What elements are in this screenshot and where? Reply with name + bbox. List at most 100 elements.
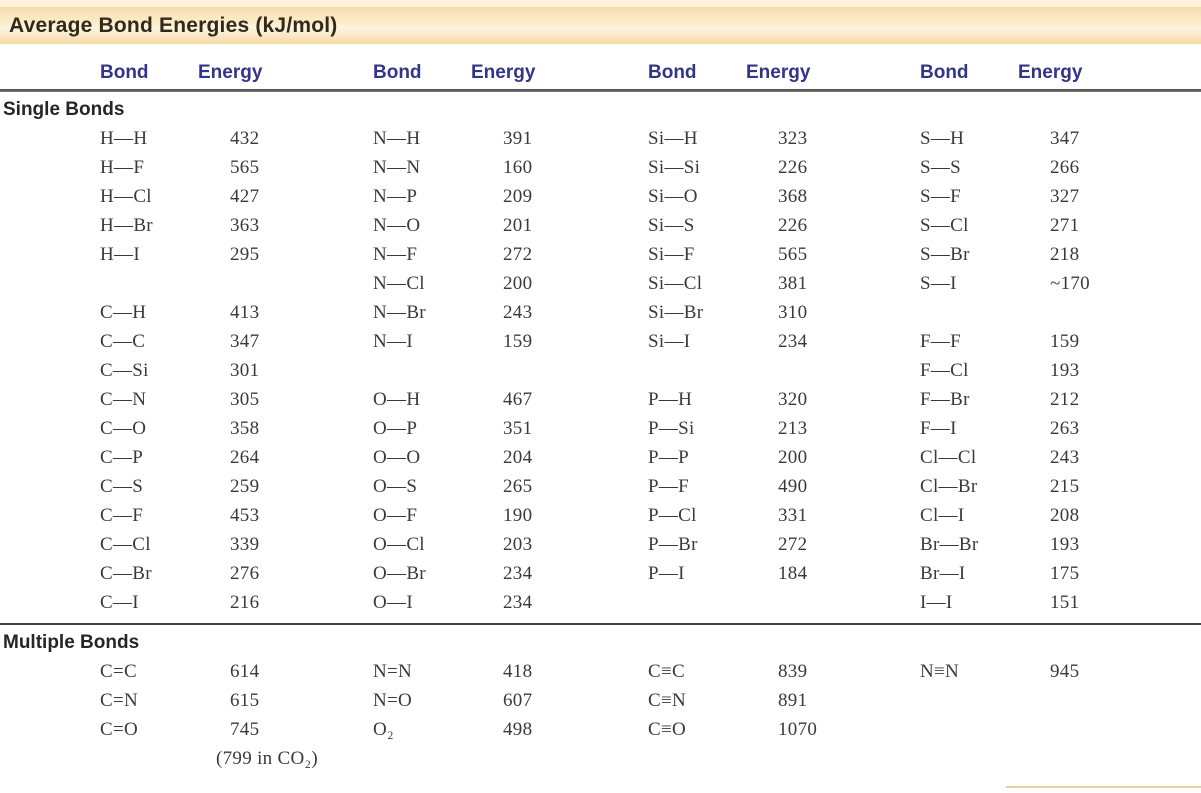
bond-cell: Si—F xyxy=(648,244,695,265)
energy-cell: 226 xyxy=(778,157,808,178)
bond-cell: Si—O xyxy=(648,186,698,207)
energy-cell: 490 xyxy=(778,476,808,497)
bond-cell: Si—Si xyxy=(648,157,701,178)
bond-cell: N=O xyxy=(373,690,413,711)
bond-cell xyxy=(100,744,230,773)
energy-cell: 234 xyxy=(503,592,533,613)
bond-cell: P—Si xyxy=(648,418,695,439)
energy-cell: 184 xyxy=(778,563,808,584)
bond-column-header: Bond xyxy=(920,62,969,83)
bond-cell: C—O xyxy=(100,418,147,439)
bond-cell: C—Si xyxy=(100,360,149,381)
bond-cell xyxy=(648,744,778,773)
energy-cell: 271 xyxy=(1050,215,1080,236)
bond-cell: P—P xyxy=(648,447,690,468)
table-row: C—P 264 O—O 204 P—P 200 Cl—Cl 243 xyxy=(0,443,1201,472)
energy-cell: 615 xyxy=(230,690,260,711)
bond-cell: N—H xyxy=(373,128,421,149)
table-row: C=C 614 N=N 418 C≡C 839 N≡N 945 xyxy=(0,657,1201,686)
energy-cell: 190 xyxy=(503,505,533,526)
bond-cell: C—N xyxy=(100,389,147,410)
energy-cell: (799 in CO₂) xyxy=(216,748,319,769)
energy-cell: 276 xyxy=(230,563,260,584)
table-row: (799 in CO₂) xyxy=(0,744,1201,773)
energy-cell xyxy=(1050,715,1201,744)
bond-cell: N—N xyxy=(373,157,421,178)
bond-cell xyxy=(920,744,1050,773)
table-row: N—Cl 200 Si—Cl 381 S—I ~170 xyxy=(0,269,1201,298)
bond-cell: C=O xyxy=(100,719,139,740)
bond-cell: P—H xyxy=(648,389,693,410)
table-row: C—I 216 O—I 234 I—I 151 xyxy=(0,588,1201,617)
bond-cell: C—F xyxy=(100,505,144,526)
energy-cell: 413 xyxy=(230,302,260,323)
energy-cell: 331 xyxy=(778,505,808,526)
table-row: C—Si 301 F—Cl 193 xyxy=(0,356,1201,385)
bond-cell: N—O xyxy=(373,215,421,236)
table-row: C—O 358 O—P 351 P—Si 213 F—I 263 xyxy=(0,414,1201,443)
bond-cell: Cl—Cl xyxy=(920,447,977,468)
energy-cell: 212 xyxy=(1050,389,1080,410)
bond-cell: P—I xyxy=(648,563,685,584)
bottom-right-accent-line xyxy=(1006,786,1201,788)
energy-cell: 323 xyxy=(778,128,808,149)
bond-cell: Si—Cl xyxy=(648,273,703,294)
bond-cell xyxy=(920,715,1050,744)
energy-cell: 945 xyxy=(1050,661,1080,682)
energy-cell xyxy=(778,744,920,773)
table-title: Average Bond Energies (kJ/mol) xyxy=(9,13,338,37)
bond-cell: P—Br xyxy=(648,534,698,555)
bond-cell: F—I xyxy=(920,418,957,439)
table-row: H—I 295 N—F 272 Si—F 565 S—Br 218 xyxy=(0,240,1201,269)
energy-cell: 266 xyxy=(1050,157,1080,178)
bond-cell xyxy=(100,269,230,298)
energy-cell: 201 xyxy=(503,215,533,236)
bond-cell: C≡O xyxy=(648,719,687,740)
bond-cell: N—F xyxy=(373,244,418,265)
bond-cell: S—S xyxy=(920,157,962,178)
bond-cell: O—Br xyxy=(373,563,426,584)
bond-cell: C—H xyxy=(100,302,147,323)
bond-cell: C—P xyxy=(100,447,144,468)
bond-cell: N≡N xyxy=(920,661,960,682)
bond-cell: Cl—Br xyxy=(920,476,978,497)
bond-cell: S—Br xyxy=(920,244,970,265)
bond-cell xyxy=(373,356,503,385)
bond-cell: H—F xyxy=(100,157,145,178)
bond-cell: F—F xyxy=(920,331,962,352)
energy-cell: 368 xyxy=(778,186,808,207)
section-label: Single Bonds xyxy=(3,99,125,120)
energy-cell: 347 xyxy=(230,331,260,352)
bond-cell: O—Cl xyxy=(373,534,425,555)
bond-cell: C≡N xyxy=(648,690,687,711)
energy-cell: 358 xyxy=(230,418,260,439)
bond-cell: S—F xyxy=(920,186,962,207)
bond-cell: Si—Br xyxy=(648,302,704,323)
bond-cell: P—F xyxy=(648,476,690,497)
bond-column-header: Bond xyxy=(373,62,422,83)
bond-cell: Cl—I xyxy=(920,505,965,526)
energy-column-header: Energy xyxy=(471,62,536,83)
section-label: Multiple Bonds xyxy=(3,632,140,653)
energy-cell xyxy=(778,356,920,385)
bond-cell: S—H xyxy=(920,128,965,149)
bond-cell: N—P xyxy=(373,186,418,207)
bond-cell: C≡C xyxy=(648,661,685,682)
bond-cell: O₂ xyxy=(373,719,394,740)
energy-column-header: Energy xyxy=(746,62,811,83)
energy-cell: 339 xyxy=(230,534,260,555)
energy-cell: 159 xyxy=(1050,331,1080,352)
top-strip xyxy=(0,0,1201,7)
energy-cell: 218 xyxy=(1050,244,1080,265)
energy-cell: 745 xyxy=(230,719,260,740)
energy-cell: 159 xyxy=(503,331,533,352)
energy-cell xyxy=(503,744,648,773)
bond-cell: F—Br xyxy=(920,389,970,410)
energy-cell: 301 xyxy=(230,360,260,381)
table-row: C—C 347 N—I 159 Si—I 234 F—F 159 xyxy=(0,327,1201,356)
energy-cell: 327 xyxy=(1050,186,1080,207)
bond-cell: O—H xyxy=(373,389,421,410)
bond-cell: C—I xyxy=(100,592,139,613)
energy-cell: 209 xyxy=(503,186,533,207)
energy-cell: 264 xyxy=(230,447,260,468)
